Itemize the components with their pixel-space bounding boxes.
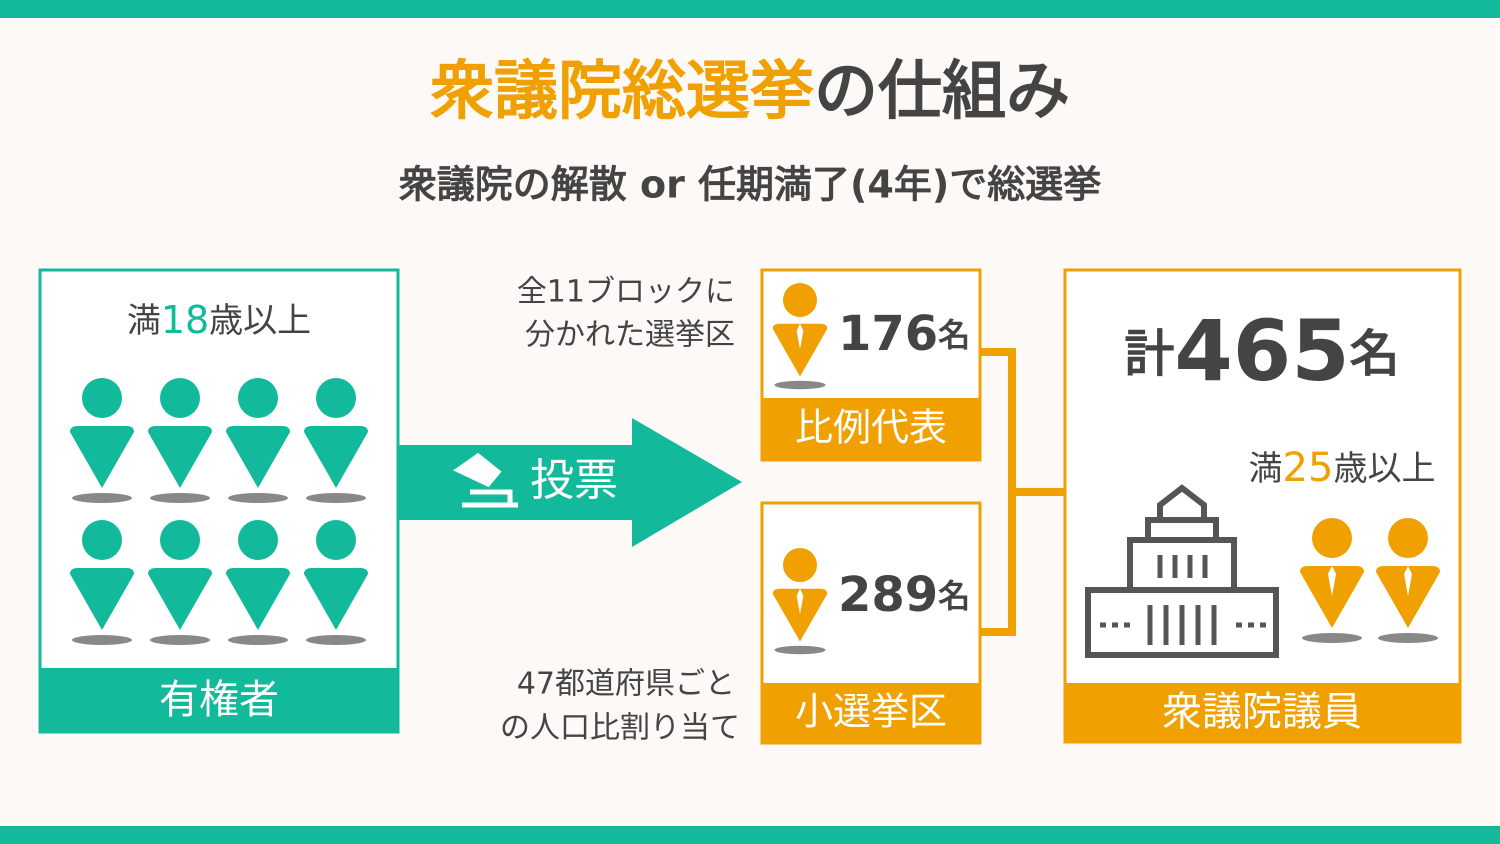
single-seat-band (762, 683, 980, 743)
vote-label: 投票 (530, 455, 618, 506)
head (82, 520, 122, 560)
note: 47都道府県ごと (517, 667, 735, 702)
vote-arrow (398, 418, 742, 547)
members-total: 計465名 (1124, 302, 1399, 400)
shadow (306, 635, 366, 645)
person-icon (304, 378, 368, 503)
member-icons (772, 283, 1440, 655)
bottom-bar (0, 826, 1500, 844)
shadow (306, 493, 366, 503)
shadow (72, 493, 132, 503)
head (160, 378, 200, 418)
tie (1328, 566, 1336, 596)
person-icon (148, 520, 212, 645)
tie (796, 323, 804, 350)
shadow (774, 380, 826, 390)
title-rest: の仕組み (814, 55, 1070, 129)
person-icon (70, 378, 134, 503)
age-prefix: 満 (127, 301, 161, 341)
title: 衆議院総選挙の仕組み (430, 55, 1070, 129)
age-number: 18 (161, 298, 209, 342)
body (148, 426, 212, 488)
total-prefix: 計 (1124, 325, 1174, 383)
shadow (150, 493, 210, 503)
top-bar (0, 0, 1500, 18)
person-icon (148, 378, 212, 503)
age-suffix: 歳以上 (1333, 449, 1435, 489)
diet-building (1085, 484, 1279, 658)
count: 176 (838, 306, 938, 362)
body (226, 426, 290, 488)
voters-band (40, 668, 398, 732)
body (148, 568, 212, 630)
body (304, 426, 368, 488)
note: 分かれた選挙区 (525, 318, 735, 353)
tie (1404, 566, 1412, 596)
members-age: 満25歳以上 (1249, 445, 1436, 491)
head (160, 520, 200, 560)
body (772, 588, 828, 642)
note: 全11ブロックに (517, 275, 735, 310)
person-icon (772, 283, 828, 390)
body (70, 568, 134, 630)
total-unit: 名 (1350, 325, 1400, 383)
title-highlight: 衆議院総選挙 (430, 55, 815, 129)
proportional-band (762, 398, 980, 460)
head (1312, 518, 1352, 558)
voters-age: 満18歳以上 (127, 298, 311, 342)
proportional-count: 176名 (838, 306, 970, 362)
single-seat-label: 小選挙区 (795, 690, 947, 734)
body (1300, 566, 1364, 628)
person-icon (772, 548, 828, 655)
body (70, 426, 134, 488)
voters-label: 有権者 (159, 677, 279, 723)
shadow (228, 635, 288, 645)
body (772, 323, 828, 377)
head (1388, 518, 1428, 558)
shadow (228, 493, 288, 503)
person-icon (226, 378, 290, 503)
unit: 名 (938, 577, 970, 615)
person-icon (304, 520, 368, 645)
members-band (1065, 683, 1460, 742)
total-number: 465 (1174, 302, 1349, 400)
age-suffix: 歳以上 (209, 301, 311, 341)
shadow (1302, 633, 1362, 643)
age-number: 25 (1283, 445, 1334, 491)
count: 289 (838, 567, 938, 623)
age-prefix: 満 (1249, 449, 1283, 489)
head (82, 378, 122, 418)
members-label: 衆議院議員 (1162, 689, 1362, 735)
voter-icons (70, 378, 368, 645)
head (316, 520, 356, 560)
shadow (1378, 633, 1438, 643)
head (783, 283, 817, 317)
body (226, 568, 290, 630)
ballot-icon (453, 452, 518, 508)
person-icon (70, 520, 134, 645)
person-icon (1300, 518, 1364, 643)
subtitle: 衆議院の解散 or 任期満了(4年)で総選挙 (399, 163, 1101, 207)
unit: 名 (938, 316, 970, 354)
single-seat-count: 289名 (838, 567, 970, 623)
person-icon (1376, 518, 1440, 643)
head (238, 378, 278, 418)
head (238, 520, 278, 560)
shadow (774, 645, 826, 655)
shadow (72, 635, 132, 645)
head (316, 378, 356, 418)
head (783, 548, 817, 582)
note: の人口比割り当て (500, 711, 740, 746)
person-icon (226, 520, 290, 645)
shadow (150, 635, 210, 645)
tie (796, 588, 804, 615)
proportional-label: 比例代表 (795, 406, 947, 450)
body (304, 568, 368, 630)
body (1376, 566, 1440, 628)
